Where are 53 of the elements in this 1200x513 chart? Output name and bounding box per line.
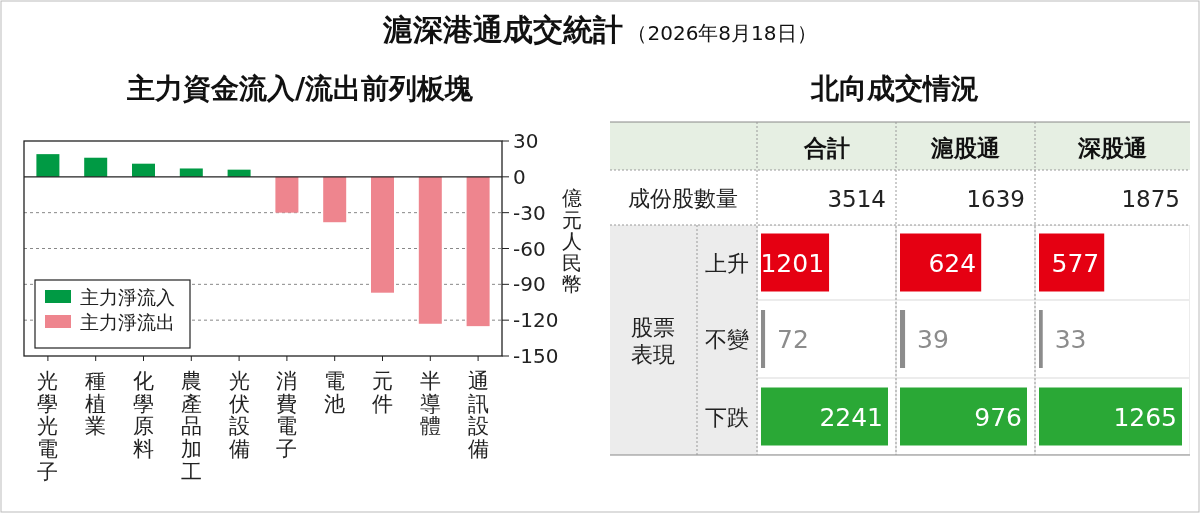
y-tick-label: -90 xyxy=(513,272,546,297)
text: 成份股數量 xyxy=(628,186,738,211)
x-tick-label: 光學光電子 xyxy=(37,369,59,484)
y-tick-label: 上升 xyxy=(705,250,749,276)
bar xyxy=(132,163,155,177)
text: 3514 xyxy=(827,186,886,212)
y-tick-label: 30 xyxy=(513,129,539,153)
y-tick-label: 下跌 xyxy=(705,404,749,430)
x-tick-label: 通訊設備 xyxy=(467,369,489,462)
text: 1639 xyxy=(966,186,1025,212)
y-axis-title: 億元人民幣 xyxy=(562,186,582,297)
data-label: 624 xyxy=(928,248,977,278)
chart-title: 主力資金流入/流出前列板塊 xyxy=(125,72,475,105)
x-tick-label: 種植業 xyxy=(85,369,107,439)
data-label: 976 xyxy=(974,402,1022,432)
bar xyxy=(418,176,442,324)
text: （2026年8月18日） xyxy=(627,21,817,45)
x-tick-label: 光伏設備 xyxy=(228,369,250,462)
legend-label: 主力淨流入 xyxy=(80,286,175,308)
chart-title: 合計 xyxy=(802,135,850,161)
x-tick-label: 化學原料 xyxy=(133,369,154,462)
y-tick-label: 0 xyxy=(513,164,526,189)
bar xyxy=(466,176,490,327)
data-label: 33 xyxy=(1054,325,1087,354)
data-label: 2241 xyxy=(819,402,883,432)
bar xyxy=(323,176,347,223)
data-label: 72 xyxy=(777,325,809,354)
bar xyxy=(179,168,203,177)
x-tick-label: 農產品加工 xyxy=(180,369,202,484)
y-tick-label: 不變 xyxy=(705,327,749,352)
data-label: 39 xyxy=(917,325,949,354)
data-label: 1201 xyxy=(760,248,825,278)
bar xyxy=(36,154,60,177)
y-tick-label: -120 xyxy=(513,308,559,333)
bar xyxy=(371,176,394,293)
text: 滬深港通成交統計 xyxy=(382,12,624,47)
x-tick-label: 半導體 xyxy=(419,369,441,439)
bar xyxy=(275,176,299,213)
text: 股票表現 xyxy=(631,315,675,367)
y-tick-label: -150 xyxy=(513,344,559,368)
x-tick-label: 消費電子 xyxy=(276,369,298,462)
chart-title: 滬股通 xyxy=(930,135,1000,161)
y-tick-label: -30 xyxy=(513,200,546,225)
legend-label: 主力淨流出 xyxy=(80,311,175,333)
data-label: 577 xyxy=(1051,248,1100,278)
bar xyxy=(84,157,108,177)
chart-title: 深股通 xyxy=(1077,135,1147,161)
x-tick-label: 電池 xyxy=(324,369,346,416)
data-label: 1265 xyxy=(1113,402,1177,432)
text: 北向成交情況 xyxy=(810,72,979,105)
x-tick-label: 元件 xyxy=(372,369,393,416)
y-tick-label: -60 xyxy=(513,236,546,261)
text: 1875 xyxy=(1121,186,1180,212)
